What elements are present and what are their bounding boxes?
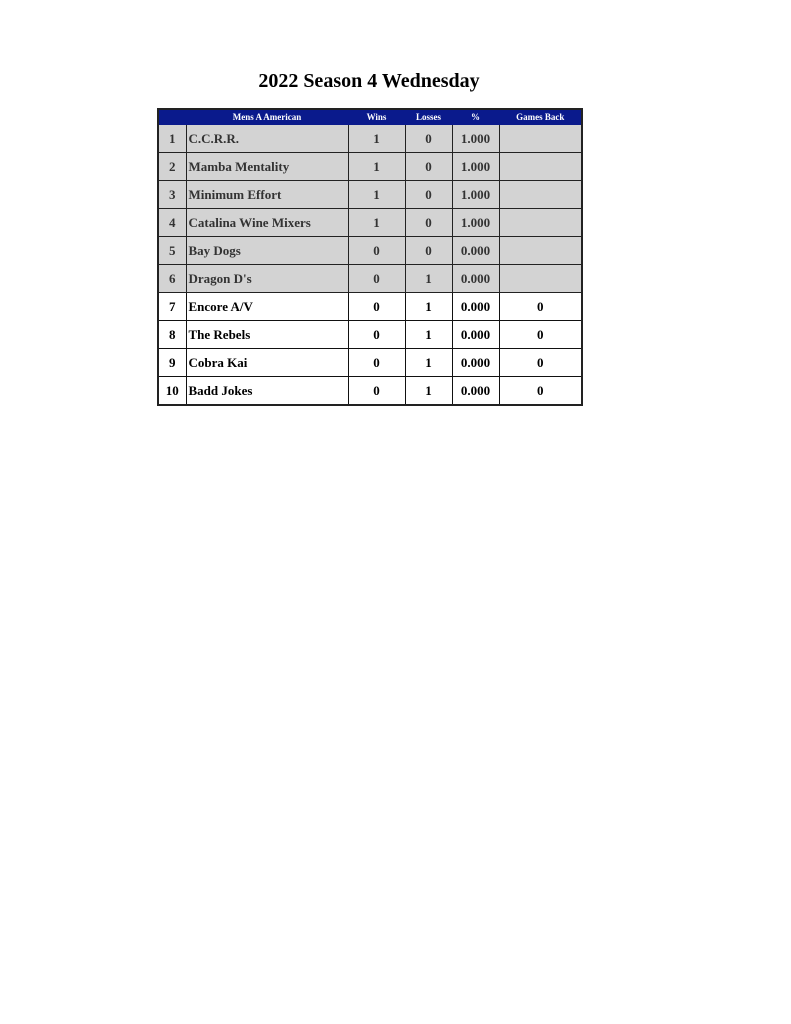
wins-cell: 0 — [347, 348, 406, 377]
games-back-cell — [498, 208, 583, 237]
games-back-cell — [498, 264, 583, 293]
rank-cell: 2 — [157, 152, 187, 181]
games-back-cell: 0 — [498, 376, 583, 406]
pct-cell: 1.000 — [451, 152, 500, 181]
wins-cell: 1 — [347, 180, 406, 209]
table-row: 7 Encore A/V 0 1 0.000 0 — [157, 292, 583, 321]
pct-cell: 1.000 — [451, 180, 500, 209]
games-back-cell — [498, 180, 583, 209]
rank-cell: 7 — [157, 292, 187, 321]
losses-cell: 1 — [404, 292, 453, 321]
standings-table: Mens A American Wins Losses % Games Back… — [157, 108, 583, 406]
page-title: 2022 Season 4 Wednesday — [258, 70, 480, 92]
header-losses: Losses — [404, 108, 453, 125]
team-cell: Cobra Kai — [185, 348, 349, 377]
pct-cell: 0.000 — [451, 264, 500, 293]
wins-cell: 1 — [347, 208, 406, 237]
rank-cell: 6 — [157, 264, 187, 293]
games-back-cell — [498, 152, 583, 181]
wins-cell: 0 — [347, 292, 406, 321]
table-row: 5 Bay Dogs 0 0 0.000 — [157, 236, 583, 265]
rank-cell: 4 — [157, 208, 187, 237]
losses-cell: 1 — [404, 348, 453, 377]
team-cell: Encore A/V — [185, 292, 349, 321]
games-back-cell: 0 — [498, 348, 583, 377]
team-cell: C.C.R.R. — [185, 124, 349, 153]
pct-cell: 0.000 — [451, 376, 500, 406]
table-row: 8 The Rebels 0 1 0.000 0 — [157, 320, 583, 349]
losses-cell: 0 — [404, 208, 453, 237]
team-cell: Bay Dogs — [185, 236, 349, 265]
wins-cell: 1 — [347, 124, 406, 153]
header-row: Mens A American Wins Losses % Games Back — [157, 108, 583, 125]
losses-cell: 1 — [404, 264, 453, 293]
losses-cell: 0 — [404, 180, 453, 209]
losses-cell: 1 — [404, 376, 453, 406]
header-games-back: Games Back — [498, 108, 583, 125]
table-row: 4 Catalina Wine Mixers 1 0 1.000 — [157, 208, 583, 237]
losses-cell: 0 — [404, 124, 453, 153]
pct-cell: 1.000 — [451, 208, 500, 237]
rank-cell: 5 — [157, 236, 187, 265]
header-pct: % — [451, 108, 500, 125]
header-rank — [157, 108, 187, 125]
games-back-cell — [498, 124, 583, 153]
team-cell: Badd Jokes — [185, 376, 349, 406]
rank-cell: 3 — [157, 180, 187, 209]
games-back-cell: 0 — [498, 320, 583, 349]
wins-cell: 0 — [347, 320, 406, 349]
rank-cell: 8 — [157, 320, 187, 349]
table-row: 3 Minimum Effort 1 0 1.000 — [157, 180, 583, 209]
losses-cell: 0 — [404, 152, 453, 181]
wins-cell: 0 — [347, 236, 406, 265]
games-back-cell — [498, 236, 583, 265]
table-row: 2 Mamba Mentality 1 0 1.000 — [157, 152, 583, 181]
rank-cell: 1 — [157, 124, 187, 153]
header-wins: Wins — [347, 108, 406, 125]
wins-cell: 0 — [347, 264, 406, 293]
header-division: Mens A American — [185, 108, 349, 125]
pct-cell: 0.000 — [451, 320, 500, 349]
team-cell: Catalina Wine Mixers — [185, 208, 349, 237]
team-cell: Mamba Mentality — [185, 152, 349, 181]
wins-cell: 1 — [347, 152, 406, 181]
pct-cell: 0.000 — [451, 348, 500, 377]
table-row: 9 Cobra Kai 0 1 0.000 0 — [157, 348, 583, 377]
team-cell: Minimum Effort — [185, 180, 349, 209]
table-row: 10 Badd Jokes 0 1 0.000 0 — [157, 376, 583, 406]
pct-cell: 0.000 — [451, 292, 500, 321]
table-row: 1 C.C.R.R. 1 0 1.000 — [157, 124, 583, 153]
rank-cell: 10 — [157, 376, 187, 406]
games-back-cell: 0 — [498, 292, 583, 321]
losses-cell: 0 — [404, 236, 453, 265]
pct-cell: 1.000 — [451, 124, 500, 153]
table-row: 6 Dragon D's 0 1 0.000 — [157, 264, 583, 293]
rank-cell: 9 — [157, 348, 187, 377]
team-cell: The Rebels — [185, 320, 349, 349]
team-cell: Dragon D's — [185, 264, 349, 293]
losses-cell: 1 — [404, 320, 453, 349]
wins-cell: 0 — [347, 376, 406, 406]
pct-cell: 0.000 — [451, 236, 500, 265]
